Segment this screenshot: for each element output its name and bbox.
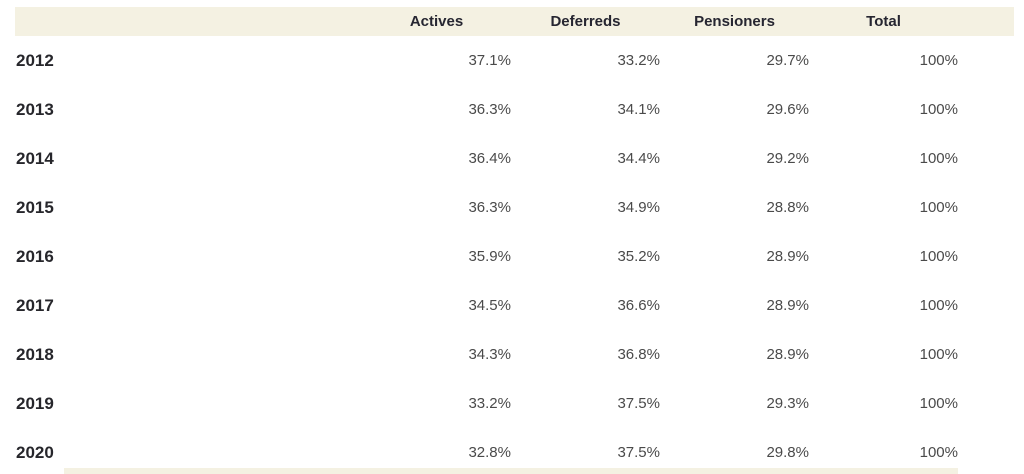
table-row: 2018 34.3% 36.8% 28.9% 100% (15, 330, 1014, 379)
column-header-pensioners: Pensioners (660, 7, 809, 36)
year-cell: 2015 (16, 198, 54, 217)
table-row: 2017 34.5% 36.6% 28.9% 100% (15, 281, 1014, 330)
column-header-total: Total (809, 7, 1014, 36)
table-row: 2016 35.9% 35.2% 28.9% 100% (15, 232, 1014, 281)
deferreds-value-cell: 36.6% (617, 297, 660, 314)
total-value-cell: 100% (919, 150, 958, 167)
table-row: 2014 36.4% 34.4% 29.2% 100% (15, 134, 1014, 183)
membership-split-table: Actives Deferreds Pensioners Total 2012 … (15, 7, 1014, 474)
deferreds-value-cell: 34.1% (617, 101, 660, 118)
actives-value-cell: 34.3% (468, 346, 511, 363)
year-cell: 2020 (16, 443, 54, 462)
actives-value-cell: 32.8% (468, 444, 511, 461)
total-value-cell: 100% (919, 297, 958, 314)
corner-cell (15, 7, 362, 36)
pensioners-value-cell: 28.9% (766, 346, 809, 363)
actives-value-cell: 36.4% (468, 150, 511, 167)
table-row: 2019 33.2% 37.5% 29.3% 100% (15, 379, 1014, 428)
pensioners-value-cell: 29.2% (766, 150, 809, 167)
year-cell: 2017 (16, 296, 54, 315)
pensioners-value-cell: 28.9% (766, 248, 809, 265)
table-header-row: Actives Deferreds Pensioners Total (15, 7, 1014, 36)
table-row: 2020 32.8% 37.5% 29.8% 100% (15, 428, 1014, 474)
deferreds-value-cell: 35.2% (617, 248, 660, 265)
table-row: 2015 36.3% 34.9% 28.8% 100% (15, 183, 1014, 232)
column-header-deferreds: Deferreds (511, 7, 660, 36)
pensioners-value-cell: 29.3% (766, 395, 809, 412)
deferreds-value-cell: 33.2% (617, 52, 660, 69)
year-cell: 2016 (16, 247, 54, 266)
deferreds-value-cell: 37.5% (617, 395, 660, 412)
pensioners-value-cell: 28.9% (766, 297, 809, 314)
deferreds-value-cell: 36.8% (617, 346, 660, 363)
actives-value-cell: 36.3% (468, 101, 511, 118)
total-value-cell: 100% (919, 395, 958, 412)
table-body: 2012 37.1% 33.2% 29.7% 100% 2013 36.3% 3… (15, 36, 1014, 474)
pensioners-value-cell: 29.8% (766, 444, 809, 461)
pensioners-value-cell: 28.8% (766, 199, 809, 216)
total-value-cell: 100% (919, 444, 958, 461)
total-value-cell: 100% (919, 346, 958, 363)
deferreds-value-cell: 34.4% (617, 150, 660, 167)
total-value-cell: 100% (919, 52, 958, 69)
total-value-cell: 100% (919, 199, 958, 216)
year-cell: 2019 (16, 394, 54, 413)
pensioners-value-cell: 29.7% (766, 52, 809, 69)
year-cell: 2012 (16, 51, 54, 70)
year-cell: 2018 (16, 345, 54, 364)
actives-value-cell: 35.9% (468, 248, 511, 265)
pensioners-value-cell: 29.6% (766, 101, 809, 118)
deferreds-value-cell: 34.9% (617, 199, 660, 216)
column-header-actives: Actives (362, 7, 511, 36)
total-value-cell: 100% (919, 248, 958, 265)
table-row: 2013 36.3% 34.1% 29.6% 100% (15, 85, 1014, 134)
year-cell: 2014 (16, 149, 54, 168)
deferreds-value-cell: 37.5% (617, 444, 660, 461)
year-cell: 2013 (16, 100, 54, 119)
actives-value-cell: 34.5% (468, 297, 511, 314)
next-section-header-sliver (64, 468, 958, 474)
table-row: 2012 37.1% 33.2% 29.7% 100% (15, 36, 1014, 85)
actives-value-cell: 36.3% (468, 199, 511, 216)
total-value-cell: 100% (919, 101, 958, 118)
actives-value-cell: 33.2% (468, 395, 511, 412)
actives-value-cell: 37.1% (468, 52, 511, 69)
